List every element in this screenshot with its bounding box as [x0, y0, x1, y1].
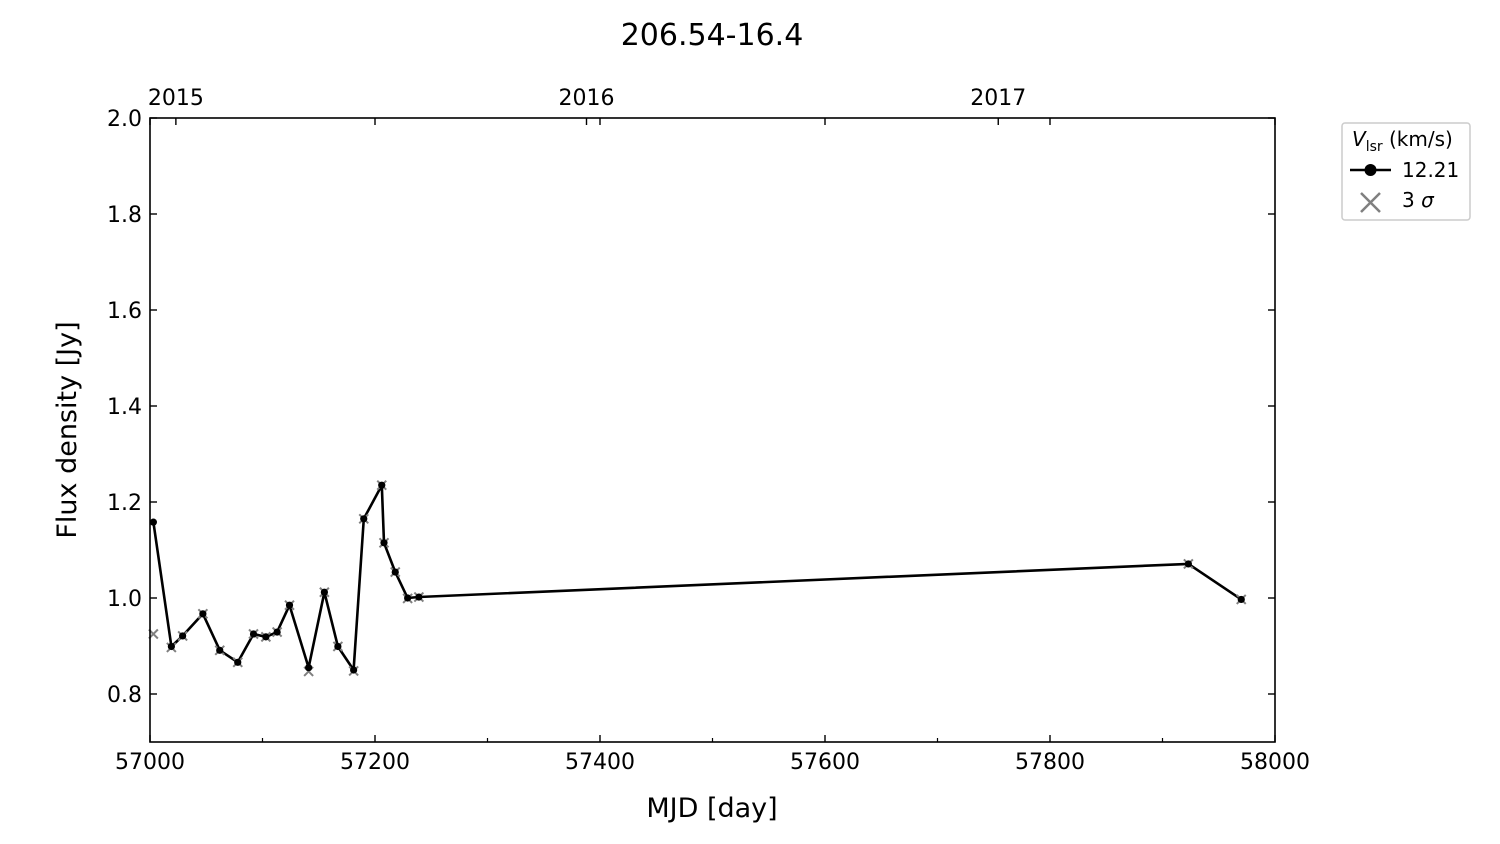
x-tick-label: 57000 [115, 750, 185, 775]
data-point [391, 568, 399, 576]
axis-ticks: 57000 57200 57400 57600 57800 58000 2015 2016 20… [107, 86, 1310, 775]
data-point [167, 642, 175, 651]
x-tick-label: 58000 [1240, 750, 1310, 775]
x-tick-label: 57600 [790, 750, 860, 775]
top-year-label: 2017 [970, 86, 1026, 111]
y-tick-label: 1.4 [107, 395, 142, 420]
y-axis-label: Flux density [Jy] [52, 321, 83, 538]
data-point [199, 610, 207, 618]
data-point [249, 630, 258, 638]
data-point [415, 593, 423, 601]
x-tick-label: 57400 [565, 750, 635, 775]
data-point [285, 601, 294, 609]
chart-title: 206.54-16.4 [621, 18, 804, 53]
data-point [334, 642, 342, 651]
series-layer [148, 479, 1247, 677]
data-point [404, 594, 412, 602]
legend-sigma-label: 3 σ [1402, 188, 1435, 212]
data-point [1237, 595, 1245, 604]
legend-title-suffix: (km/s) [1383, 127, 1453, 151]
series-line [152, 483, 1243, 672]
y-tick-label: 1.0 [107, 587, 142, 612]
legend-title-symbol: V [1352, 127, 1367, 151]
data-point [216, 646, 224, 654]
legend-title-subscript: lsr [1366, 139, 1383, 155]
top-year-label: 2015 [148, 86, 204, 111]
data-point [262, 633, 270, 641]
data-point [380, 539, 388, 547]
x-axis-label: MJD [day] [646, 793, 777, 824]
legend-sigma-number: 3 [1402, 188, 1421, 212]
legend-sigma-symbol: σ [1421, 188, 1435, 212]
y-tick-label: 1.2 [107, 491, 142, 516]
data-point [320, 588, 328, 596]
legend: Vlsr (km/s) 12.21 3 σ [1341, 122, 1471, 221]
data-point [350, 666, 358, 674]
data-point [378, 481, 386, 489]
data-point [149, 518, 157, 526]
data-point [360, 515, 368, 523]
legend-series-marker [1364, 164, 1377, 176]
x-tick-label: 57200 [340, 750, 410, 775]
y-tick-label: 1.6 [107, 299, 142, 324]
plot-frame [149, 117, 1276, 743]
y-tick-label: 1.8 [107, 203, 142, 228]
data-point [179, 632, 187, 640]
x-tick-label: 57800 [1015, 750, 1085, 775]
data-point [305, 664, 313, 672]
top-year-label: 2016 [559, 86, 615, 111]
data-point [273, 628, 281, 636]
data-point [234, 658, 242, 666]
data-point [1184, 560, 1192, 568]
y-tick-label: 2.0 [107, 107, 142, 132]
legend-box [1341, 122, 1471, 221]
legend-title: Vlsr (km/s) [1352, 127, 1453, 155]
legend-series-label: 12.21 [1402, 158, 1459, 182]
y-tick-label: 0.8 [107, 683, 142, 708]
legend-sigma-marker [1360, 192, 1381, 213]
